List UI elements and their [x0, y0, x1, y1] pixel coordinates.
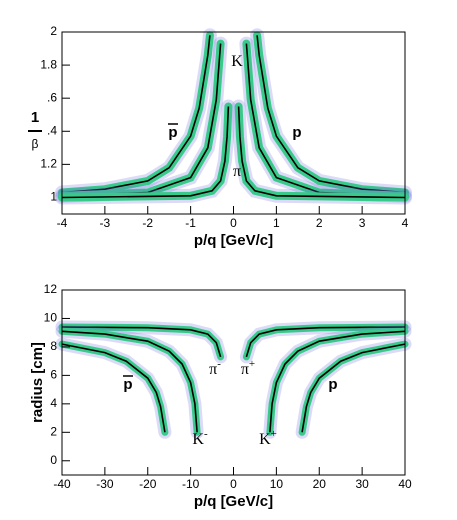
annotation: K-: [192, 428, 208, 448]
annotation-text: π: [233, 163, 241, 180]
x-axis-label: p/q [GeV/c]: [194, 232, 273, 249]
x-tick-label: 0: [230, 477, 237, 491]
y-axis-label: 1: [31, 109, 39, 126]
annotation: p: [328, 376, 337, 393]
annotation-text: π: [241, 361, 249, 378]
annotation-text: p: [292, 124, 301, 141]
fit-curve: [61, 35, 211, 194]
annotation: p: [168, 124, 177, 141]
annotation-text: K: [231, 53, 243, 70]
x-tick-label: 2: [316, 216, 323, 230]
x-tick-label: -20: [139, 477, 157, 491]
fit-curve: [245, 326, 406, 358]
fit-curve: [61, 326, 222, 358]
y-tick-label: 2: [50, 24, 57, 38]
x-tick-label: -4: [57, 216, 68, 230]
x-tick-label: -3: [100, 216, 111, 230]
y-tick-label: 8: [50, 339, 57, 353]
y-tick-label: .6: [47, 90, 57, 104]
x-tick-label: 3: [359, 216, 366, 230]
annotation-sup: -: [204, 428, 208, 440]
annotation: K: [231, 53, 243, 70]
y-tick-label: 1: [50, 190, 57, 204]
annotation-text: p: [168, 124, 177, 141]
x-tick-label: 1: [273, 216, 280, 230]
fit-curve: [269, 330, 406, 433]
y-axis-label: radius [cm]: [29, 342, 46, 423]
x-tick-label: -10: [182, 477, 200, 491]
y-tick-label: 4: [50, 396, 57, 410]
fit-curve: [301, 343, 406, 433]
annotation: π-: [209, 358, 221, 378]
annotation: π+: [241, 358, 255, 378]
x-tick-label: -1: [185, 216, 196, 230]
x-tick-label: 4: [402, 216, 409, 230]
x-tick-label: -30: [96, 477, 114, 491]
annotation: K+: [259, 428, 277, 448]
y-tick-label: 1.8: [40, 57, 57, 71]
fit-curve: [237, 106, 406, 199]
plot-frame: [61, 289, 406, 476]
annotation-text: π: [209, 361, 217, 378]
x-tick-label: -40: [53, 477, 71, 491]
annotation: p: [292, 124, 301, 141]
fit-curve: [61, 330, 198, 433]
annotation: p: [123, 376, 132, 393]
annotation-sup: +: [271, 428, 277, 440]
x-tick-label: 40: [398, 477, 412, 491]
x-tick-label: 30: [355, 477, 369, 491]
x-tick-label: 0: [230, 216, 237, 230]
annotation-text: p: [328, 376, 337, 393]
y-tick-label: .4: [47, 123, 57, 137]
y-tick-label: 2: [50, 424, 57, 438]
y-tick-label: 10: [44, 311, 58, 325]
annotation-text: K: [192, 431, 204, 448]
y-tick-label: 0: [50, 453, 57, 467]
x-tick-label: -2: [142, 216, 153, 230]
x-axis-label: p/q [GeV/c]: [194, 493, 273, 510]
annotation: π: [233, 163, 241, 180]
y-tick-label: 1.2: [40, 157, 57, 171]
y-tick-label: 6: [50, 368, 57, 382]
y-tick-label: 12: [44, 282, 58, 296]
annotation-text: K: [259, 431, 271, 448]
fit-curve: [61, 343, 166, 433]
y-axis-label: β: [32, 137, 39, 151]
annotation-text: p: [123, 376, 132, 393]
annotation-sup: -: [217, 358, 221, 370]
fit-curve: [61, 106, 230, 199]
fit-curve: [256, 35, 406, 194]
annotation-sup: +: [249, 358, 255, 370]
x-tick-label: 20: [313, 477, 327, 491]
x-tick-label: 10: [270, 477, 284, 491]
